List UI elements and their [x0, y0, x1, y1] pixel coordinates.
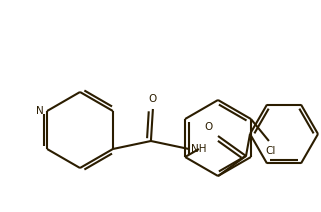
Text: Cl: Cl	[266, 146, 276, 156]
Text: O: O	[205, 122, 213, 132]
Text: NH: NH	[191, 144, 206, 154]
Text: O: O	[149, 94, 157, 104]
Text: N: N	[36, 106, 44, 116]
